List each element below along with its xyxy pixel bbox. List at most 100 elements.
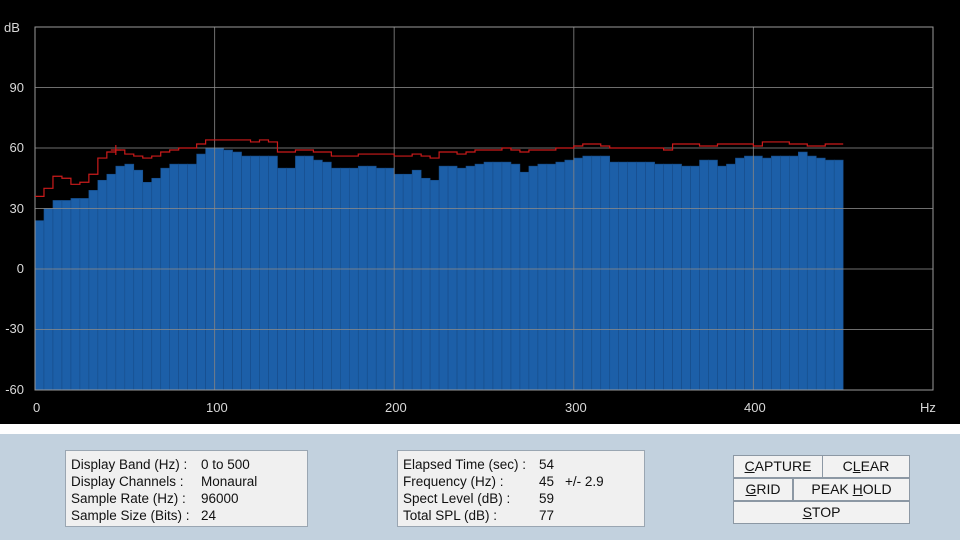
spectrum-bar [537, 163, 548, 391]
grid-label-post: RID [756, 481, 781, 497]
y-tick-label: 0 [16, 261, 24, 276]
capture-button[interactable]: CAPTURE [733, 455, 823, 478]
sample-rate-value: 96000 [201, 491, 239, 506]
spectrum-plot: dB 90 60 30 0 -30 -60 0 100 200 300 400 … [0, 0, 960, 424]
separator-strip [0, 424, 960, 434]
stop-button[interactable]: STOP [733, 501, 910, 524]
spectrum-bar [331, 167, 341, 391]
spectrum-chart [34, 26, 934, 391]
spectrum-bar [277, 167, 287, 391]
spectrum-bar [465, 165, 476, 391]
spectrum-bar [43, 208, 54, 391]
spectrum-bar [447, 165, 458, 391]
spectrum-bar [645, 161, 655, 391]
spectrum-bar [178, 163, 188, 391]
capture-hotkey: C [744, 458, 755, 474]
spectrum-bar [564, 159, 575, 391]
spectrum-bar [196, 153, 206, 391]
spectrum-bar [762, 157, 772, 391]
spectrum-bar [313, 159, 323, 391]
total-spl-label: Total SPL (dB) : [403, 508, 498, 523]
spectrum-bar [824, 159, 835, 391]
x-tick-label: 100 [206, 400, 228, 415]
spectrum-bar [151, 177, 162, 391]
spectrum-bar [546, 163, 557, 391]
spectrum-bar [663, 163, 673, 391]
x-axis-label: Hz [920, 400, 936, 415]
spectrum-bar [259, 155, 269, 391]
spectrum-bar [627, 161, 637, 391]
spectrum-bar [753, 155, 763, 391]
spectrum-bar [591, 155, 602, 391]
spectrum-bar [654, 163, 664, 391]
y-tick-label: -30 [5, 321, 24, 336]
spectrum-bar [780, 155, 790, 391]
spectrum-bar [366, 165, 377, 391]
spectrum-bar [34, 220, 45, 391]
sample-rate-label: Sample Rate (Hz) : [71, 491, 186, 506]
grid-button[interactable]: GRID [733, 478, 793, 501]
frequency-label: Frequency (Hz) : [403, 474, 504, 489]
spectrum-bar [690, 165, 700, 391]
peak-hold-button[interactable]: PEAK HOLD [793, 478, 910, 501]
spectrum-bar [501, 161, 512, 391]
spectrum-bar [384, 167, 395, 391]
grid-hotkey: G [745, 481, 757, 497]
spectrum-bar [160, 167, 171, 391]
spectrum-bar [106, 173, 117, 391]
spectrum-bar [429, 179, 440, 391]
spectrum-bar [833, 159, 844, 391]
measurement-panel: Elapsed Time (sec) : 54 Frequency (Hz) :… [397, 450, 645, 527]
spectrum-bar [456, 167, 467, 391]
x-tick-label: 200 [385, 400, 407, 415]
spectrum-bar [52, 200, 63, 391]
plot-frame [34, 26, 934, 391]
spectrum-bar [124, 163, 135, 391]
y-tick-label: 90 [9, 80, 24, 95]
spectrum-bar [304, 155, 314, 391]
display-channels-value: Monaural [201, 474, 258, 489]
spectrum-bar [573, 157, 584, 391]
spect-level-label: Spect Level (dB) : [403, 491, 511, 506]
sample-size-value: 24 [201, 508, 217, 523]
spectrum-bar [420, 177, 431, 391]
peak-hold-line [35, 139, 844, 197]
spectrum-bar [357, 165, 368, 391]
spectrum-bar [402, 173, 413, 391]
spectrum-bar [70, 198, 81, 391]
spectrum-bar [672, 163, 682, 391]
elapsed-time-label: Elapsed Time (sec) : [403, 457, 527, 472]
spectrum-bar [708, 159, 718, 391]
spectrum-bar [438, 165, 449, 391]
frequency-tolerance: +/- 2.9 [565, 474, 604, 489]
stop-hotkey: S [802, 504, 812, 520]
clear-hotkey: L [852, 458, 861, 474]
elapsed-time-value: 54 [539, 457, 555, 472]
x-tick-label: 0 [33, 400, 41, 415]
display-band-label: Display Band (Hz) : [71, 457, 188, 472]
peak-hold-label-post: OLD [862, 481, 892, 497]
spectrum-bar [187, 163, 197, 391]
spectrum-bar [600, 155, 611, 391]
clear-button[interactable]: CLEAR [822, 455, 910, 478]
device-info-panel: Display Band (Hz) : 0 to 500 Display Cha… [65, 450, 308, 527]
spectrum-bar [582, 155, 593, 391]
spectrum-bar [348, 167, 359, 391]
spectrum-bar [806, 155, 817, 391]
spectrum-bar [250, 155, 260, 391]
spect-level-value: 59 [539, 491, 555, 506]
spectrum-bar [241, 155, 251, 391]
spectrum-bar [169, 163, 179, 391]
spectrum-bar [61, 200, 72, 391]
spectrum-bar [375, 167, 386, 391]
spectrum-bar [492, 161, 503, 391]
display-channels-label: Display Channels : [71, 474, 184, 489]
sample-size-label: Sample Size (Bits) : [71, 508, 190, 523]
spectrum-bar [528, 165, 539, 391]
spectrum-bar [133, 169, 144, 391]
spectrum-bar [744, 155, 754, 391]
peak-hold-hotkey: H [852, 481, 863, 497]
spectrum-bar [483, 161, 494, 391]
y-axis-label: dB [4, 20, 20, 35]
spectrum-bar [717, 165, 727, 391]
